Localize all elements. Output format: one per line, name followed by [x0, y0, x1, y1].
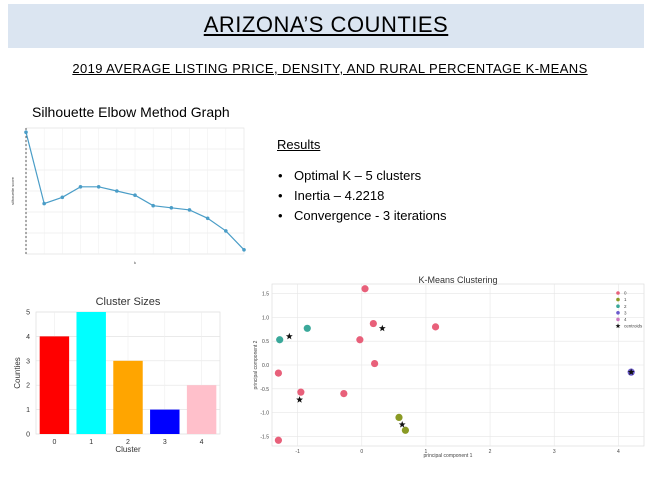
silhouette-point — [205, 216, 210, 221]
cluster-0-point — [356, 336, 364, 344]
cluster-0-point — [371, 359, 379, 368]
silhouette-point — [60, 195, 65, 200]
silhouette-point — [151, 203, 155, 208]
silhouette-point — [42, 201, 46, 206]
x-tick-label: 4 — [200, 439, 204, 446]
x-tick-label: -1 — [295, 449, 300, 455]
result-item-inertia: Inertia – 4.2218 — [276, 186, 446, 206]
page-subtitle: 2019 AVERAGE LISTING PRICE, DENSITY, AND… — [72, 61, 588, 76]
y-tick-label: 3 — [26, 358, 30, 365]
results-heading: Results — [277, 137, 321, 152]
legend-label: 2 — [624, 304, 627, 309]
y-tick-label: 1 — [26, 407, 30, 414]
silhouette-point — [242, 248, 246, 252]
x-tick-label: 3 — [553, 449, 556, 455]
cluster-0-point — [274, 436, 283, 444]
legend-label: 3 — [624, 310, 627, 315]
y-tick-label: 1.0 — [262, 315, 269, 321]
legend-label: 4 — [624, 317, 627, 322]
cluster-0-point — [274, 369, 283, 377]
legend-label: centroids — [624, 324, 643, 329]
y-tick-label: 5 — [26, 310, 30, 317]
bar-cluster-0 — [39, 336, 70, 434]
title-banner: ARIZONA’S COUNTIES — [8, 4, 644, 48]
x-tick-label: 4 — [617, 449, 620, 455]
cluster-0-point — [340, 389, 348, 398]
silhouette-point — [115, 189, 119, 193]
result-item-k: Optimal K – 5 clusters — [276, 166, 446, 186]
x-tick-label: 2 — [489, 449, 492, 455]
y-axis-label: Counties — [13, 357, 22, 389]
silhouette-point — [96, 185, 101, 189]
x-tick-label: 3 — [163, 439, 167, 446]
y-tick-label: 2 — [26, 383, 30, 390]
centroid-marker — [285, 332, 293, 340]
cluster-0-point — [361, 285, 369, 293]
silhouette-point — [24, 130, 28, 134]
legend-marker-3 — [616, 311, 620, 315]
cluster-sizes-chart: 0 1 2 3 4 5 0 1 2 3 4 Cluster Sizes Cluster Counties — [10, 290, 224, 454]
cluster-0-point — [369, 319, 377, 328]
centroid-marker — [378, 324, 386, 332]
y-tick-label: 0.5 — [262, 339, 269, 345]
silhouette-point — [169, 206, 174, 210]
legend-marker-1 — [616, 297, 620, 302]
chart-title: K-Means Clustering — [418, 275, 497, 285]
centroid-marker — [296, 396, 303, 403]
elbow-chart-svg: k silhouette score — [10, 127, 246, 265]
centroid-marker — [627, 368, 635, 376]
x-tick-label: 2 — [126, 439, 130, 446]
bar-cluster-3 — [150, 409, 180, 434]
bar-cluster-2 — [113, 360, 143, 434]
x-tick-label: 1 — [89, 439, 93, 446]
bar-cluster-4 — [186, 385, 217, 434]
cluster-sizes-svg: 0 1 2 3 4 5 0 1 2 3 4 Cluster Sizes Cluster Counties — [13, 296, 221, 454]
elbow-chart-caption: Silhouette Elbow Method Graph — [32, 104, 230, 120]
result-item-convergence: Convergence - 3 iterations — [276, 206, 446, 226]
y-tick-label: 0 — [26, 432, 30, 439]
y-tick-label: -1.5 — [260, 434, 269, 440]
bar-cluster-1 — [76, 312, 106, 434]
x-tick-label: 0 — [360, 449, 363, 455]
cluster-0-point — [431, 323, 440, 331]
cluster-1-point — [401, 426, 410, 434]
cluster-2-point — [303, 324, 311, 332]
legend-label: 0 — [624, 291, 627, 296]
results-list: Optimal K – 5 clusters Inertia – 4.2218 … — [276, 166, 446, 226]
legend-marker-centroids — [615, 323, 621, 329]
x-tick-label: 0 — [52, 439, 56, 446]
page-title: ARIZONA’S COUNTIES — [203, 12, 449, 37]
x-tick-label: 1 — [425, 449, 428, 455]
cluster-0-point — [297, 388, 305, 396]
legend-marker-0 — [616, 291, 620, 295]
cluster-2-point — [276, 336, 284, 344]
elbow-chart: k silhouette score — [8, 122, 260, 266]
y-tick-label: 4 — [26, 334, 30, 341]
x-axis-label: Cluster — [115, 445, 141, 454]
chart-title: Cluster Sizes — [96, 296, 161, 308]
y-tick-label: 1.5 — [262, 292, 269, 298]
kmeans-scatter-svg: 1.51.00.50.0-0.5-1.0-1.5-1 0 1 2 3 4K-Means C… — [253, 275, 645, 459]
y-axis-label: principal component 2 — [253, 340, 259, 389]
cluster-1-point — [395, 413, 403, 422]
y-tick-label: -0.5 — [260, 387, 269, 393]
silhouette-point — [187, 208, 192, 212]
silhouette-point — [133, 193, 137, 197]
y-tick-label: 0.0 — [262, 363, 269, 369]
kmeans-scatter-chart: 1.5 1.0 0.5 0.0 -0.5 -1.0 -1.5 -1 0 1 2 3 4 K-Means C… — [252, 271, 650, 460]
silhouette-point — [224, 229, 228, 233]
legend-marker-2 — [616, 304, 620, 308]
y-tick-label: -1.0 — [260, 411, 269, 417]
x-axis-label: principal component 1 — [424, 453, 473, 459]
legend-marker-4 — [616, 317, 620, 322]
x-axis-label: k — [134, 260, 136, 265]
legend-label: 1 — [624, 297, 627, 302]
y-axis-label: silhouette score — [10, 176, 15, 205]
silhouette-point — [78, 185, 83, 189]
centroid-marker — [398, 420, 406, 428]
